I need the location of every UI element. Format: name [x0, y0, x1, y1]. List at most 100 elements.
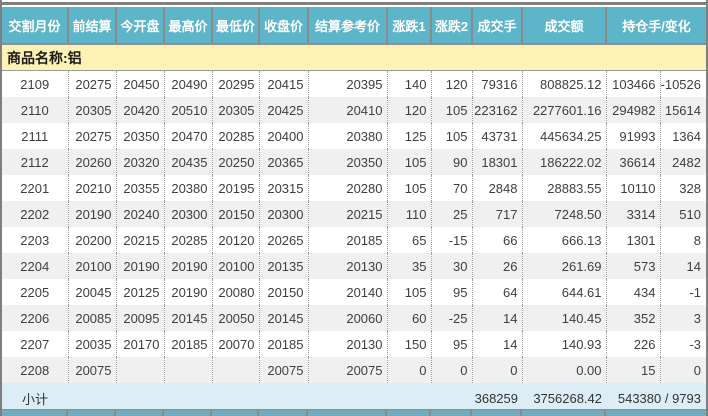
cell-high: 20510 — [164, 97, 213, 123]
cell-oi-change: 510 — [660, 201, 706, 227]
cell-change1: 125 — [387, 123, 432, 149]
cell-change1: 120 — [387, 97, 432, 123]
subtotal-open-interest-change: 543380 / 9793 — [606, 383, 706, 413]
cell-settle-ref: 20185 — [308, 227, 388, 253]
cell-high: 20300 — [164, 201, 213, 227]
strip-segment — [68, 410, 116, 416]
cell-turnover: 7248.50 — [522, 201, 607, 227]
table-row[interactable]: 2111 20275 20350 20470 20285 20400 20380… — [2, 123, 706, 149]
cell-oi-change: 2482 — [660, 149, 706, 175]
cell-settle-ref: 20395 — [308, 70, 388, 97]
cell-close: 20145 — [259, 305, 309, 331]
table-row[interactable]: 2204 20100 20190 20190 20100 20135 20130… — [2, 253, 706, 279]
cell-low: 20295 — [212, 70, 260, 97]
cell-high: 20380 — [164, 175, 213, 201]
table-row[interactable]: 2206 20085 20095 20145 20050 20145 20060… — [2, 305, 706, 331]
top-border — [2, 2, 706, 5]
table-row[interactable]: 2202 20190 20240 20300 20150 20300 20215… — [2, 201, 706, 227]
table-row[interactable]: 2201 20210 20355 20380 20195 20315 20280… — [2, 175, 706, 201]
cell-turnover: 666.13 — [522, 227, 607, 253]
cell-open: 20450 — [116, 70, 165, 97]
strip-segment — [431, 410, 472, 416]
cell-open: 20420 — [116, 97, 165, 123]
table-row[interactable]: 2110 20305 20420 20510 20305 20425 20410… — [2, 97, 706, 123]
cell-prev-settle: 20275 — [68, 123, 117, 149]
cell-oi-change: -3 — [689, 336, 701, 352]
strip-segment — [259, 410, 308, 416]
table-row[interactable]: 2203 20200 20215 20285 20120 20265 20185… — [2, 227, 706, 253]
col-header-close: 收盘价 — [259, 7, 309, 45]
cell-settle-ref: 20075 — [308, 357, 388, 383]
cell-open-interest: 352 — [606, 305, 661, 331]
cell-change1: 110 — [387, 201, 432, 227]
cell-delivery-month: 2110 — [2, 97, 69, 123]
col-header-delivery-month: 交割月份 — [2, 7, 69, 45]
strip-segment — [522, 410, 606, 416]
subtotal-volume: 368259 — [472, 383, 522, 413]
cell-prev-settle: 20075 — [68, 357, 117, 383]
cell-delivery-month: 2112 — [2, 149, 69, 175]
cell-low: 20120 — [212, 227, 260, 253]
cell-oi-change: 15614 — [660, 97, 706, 123]
cell-low: 20070 — [212, 331, 260, 357]
cell-high: 20490 — [164, 70, 213, 97]
cell-volume: 18301 — [472, 149, 523, 175]
cell-turnover: 2277601.16 — [522, 97, 607, 123]
cell-close: 20425 — [259, 97, 309, 123]
product-name-label: 商品名称:铝 — [2, 44, 706, 71]
cell-prev-settle: 20210 — [68, 175, 117, 201]
cell-low: 20100 — [212, 253, 260, 279]
cell-oi-change: -1 — [689, 284, 701, 300]
cell-close: 20185 — [259, 331, 309, 357]
cell-change2: 95 — [431, 331, 473, 357]
cell-change2: 70 — [431, 175, 473, 201]
col-header-turnover: 成交额 — [522, 7, 607, 45]
cell-volume: 14 — [472, 331, 523, 357]
table-row[interactable]: 2207 20035 20170 20185 20070 20185 20130… — [2, 331, 706, 357]
cell-high: 20285 — [164, 227, 213, 253]
cell-settle-ref: 20350 — [308, 149, 388, 175]
cell-change2: 30 — [431, 253, 473, 279]
cell-close: 20135 — [259, 253, 309, 279]
cell-open-interest: 15 — [606, 357, 661, 383]
cell-volume: 43731 — [472, 123, 523, 149]
subtotal-turnover: 3756268.42 — [522, 383, 606, 413]
cell-open-interest: 294982 — [606, 97, 661, 123]
strip-segment — [212, 410, 259, 416]
cell-volume: 79316 — [472, 70, 523, 97]
cell-open: 20170 — [116, 331, 165, 357]
cell-change1: 105 — [387, 279, 432, 305]
table-row[interactable]: 2109 20275 20450 20490 20295 20415 20395… — [2, 70, 706, 97]
cell-oi-change: -10526 — [660, 76, 701, 92]
cell-settle-ref: 20130 — [308, 253, 388, 279]
table-row[interactable]: 2112 20260 20320 20435 20250 20365 20350… — [2, 149, 706, 175]
cell-open: 20215 — [116, 227, 165, 253]
table-row[interactable]: 2208 20075 20075 20075 0 0 0 0.00 15 0 — [2, 357, 706, 383]
cell-delivery-month: 2206 — [2, 305, 69, 331]
cell-volume: 717 — [472, 201, 523, 227]
cell-turnover: 0.00 — [522, 357, 607, 383]
col-header-open: 今开盘 — [116, 7, 165, 45]
col-header-settle-ref: 结算参考价 — [308, 7, 388, 45]
cell-oi-change: 0 — [660, 357, 706, 383]
cell-change2: 120 — [431, 70, 473, 97]
cell-delivery-month: 2111 — [2, 123, 69, 149]
cell-open: 20095 — [116, 305, 165, 331]
cell-open: 20125 — [116, 279, 165, 305]
next-section-header-strip — [2, 409, 706, 416]
table-row[interactable]: 2205 20045 20125 20190 20080 20150 20140… — [2, 279, 706, 305]
cell-open-interest: 573 — [606, 253, 661, 279]
cell-low: 20050 — [212, 305, 260, 331]
cell-change2: -15 — [431, 227, 473, 253]
col-header-change1: 涨跌1 — [387, 7, 432, 45]
cell-open-interest: 226 — [606, 331, 661, 357]
col-header-low: 最低价 — [212, 7, 260, 45]
cell-close: 20265 — [259, 227, 309, 253]
header-row: 交割月份 前结算 今开盘 最高价 最低价 收盘价 结算参考价 涨跌1 涨跌2 成… — [2, 7, 706, 45]
strip-segment — [472, 410, 522, 416]
col-header-change2: 涨跌2 — [431, 7, 473, 45]
cell-change1: 35 — [387, 253, 432, 279]
cell-open — [116, 357, 165, 383]
cell-prev-settle: 20045 — [68, 279, 117, 305]
cell-close: 20075 — [259, 357, 309, 383]
